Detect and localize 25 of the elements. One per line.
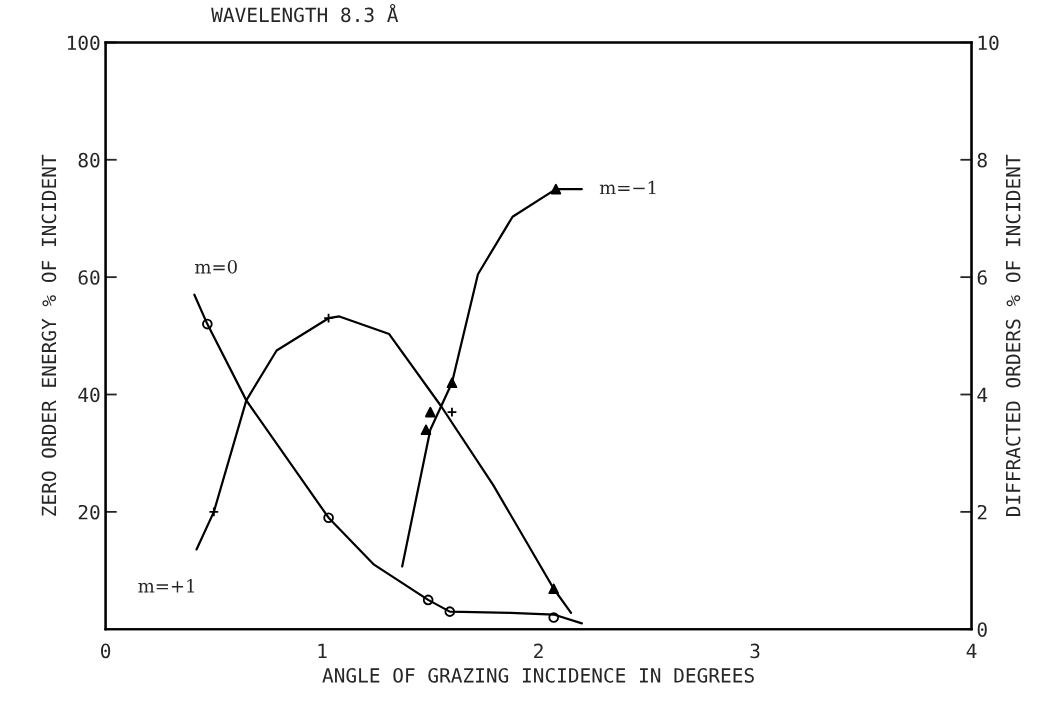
- point: [425, 406, 436, 418]
- y2-axis-title: DIFFRACTED ORDERS % OF INCIDENT: [1005, 154, 1021, 516]
- y2-tick-label: 4: [977, 387, 988, 402]
- y2-tick-label: 6: [977, 270, 987, 285]
- x-tick-label: 3: [750, 643, 760, 659]
- x-tick-label: 0: [101, 643, 111, 659]
- y2-tick-label: 2: [977, 504, 987, 520]
- y2-tick-label: 0: [977, 622, 987, 637]
- x-axis-title: ANGLE OF GRAZING INCIDENCE IN DEGREES: [322, 668, 754, 683]
- y2-tick-label: 8: [977, 152, 987, 168]
- y-tick-label: 100: [67, 35, 100, 51]
- y-tick-label: 60: [78, 270, 100, 285]
- y2-tick-label: 10: [978, 35, 999, 51]
- series-label: m=+1: [138, 579, 194, 593]
- series-label: m=−1: [599, 180, 656, 195]
- point: [420, 424, 432, 436]
- x-tick-label: 4: [966, 643, 977, 658]
- x-tick-label: 2: [534, 643, 543, 658]
- y-tick-label: 40: [78, 387, 100, 403]
- series-label: m=0: [195, 259, 237, 274]
- x-tick-label: 1: [318, 643, 327, 658]
- y-tick-label: 20: [78, 504, 100, 520]
- chart-title: WAVELENGTH 8.3 Å: [211, 3, 399, 23]
- y-tick-label: 80: [78, 152, 100, 168]
- y-axis-title: ZERO ORDER ENERGY % OF INCIDENT: [41, 154, 57, 516]
